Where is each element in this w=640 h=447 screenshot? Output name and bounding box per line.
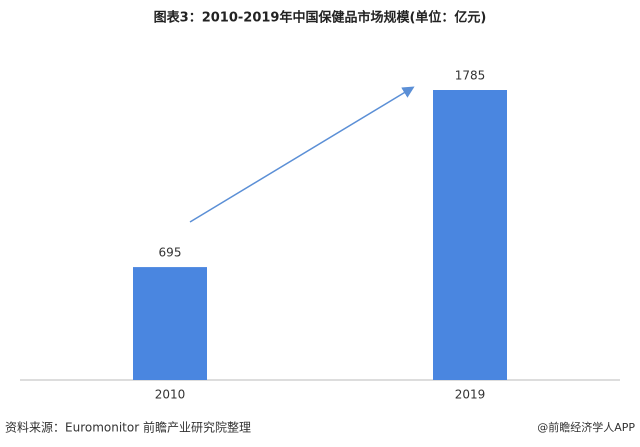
x-tick-label: 2010 [155,388,186,402]
chart-title: 图表3：2010-2019年中国保健品市场规模(单位：亿元) [154,10,487,26]
bar [133,267,207,380]
watermark: @前瞻经济学人APP [537,420,635,434]
value-label: 1785 [455,69,486,83]
source-note: 资料来源：Euromonitor 前瞻产业研究院整理 [5,420,251,435]
trend-arrow [189,86,415,223]
value-label: 695 [159,246,182,260]
x-tick-label: 2019 [455,388,486,402]
bar [433,90,507,380]
